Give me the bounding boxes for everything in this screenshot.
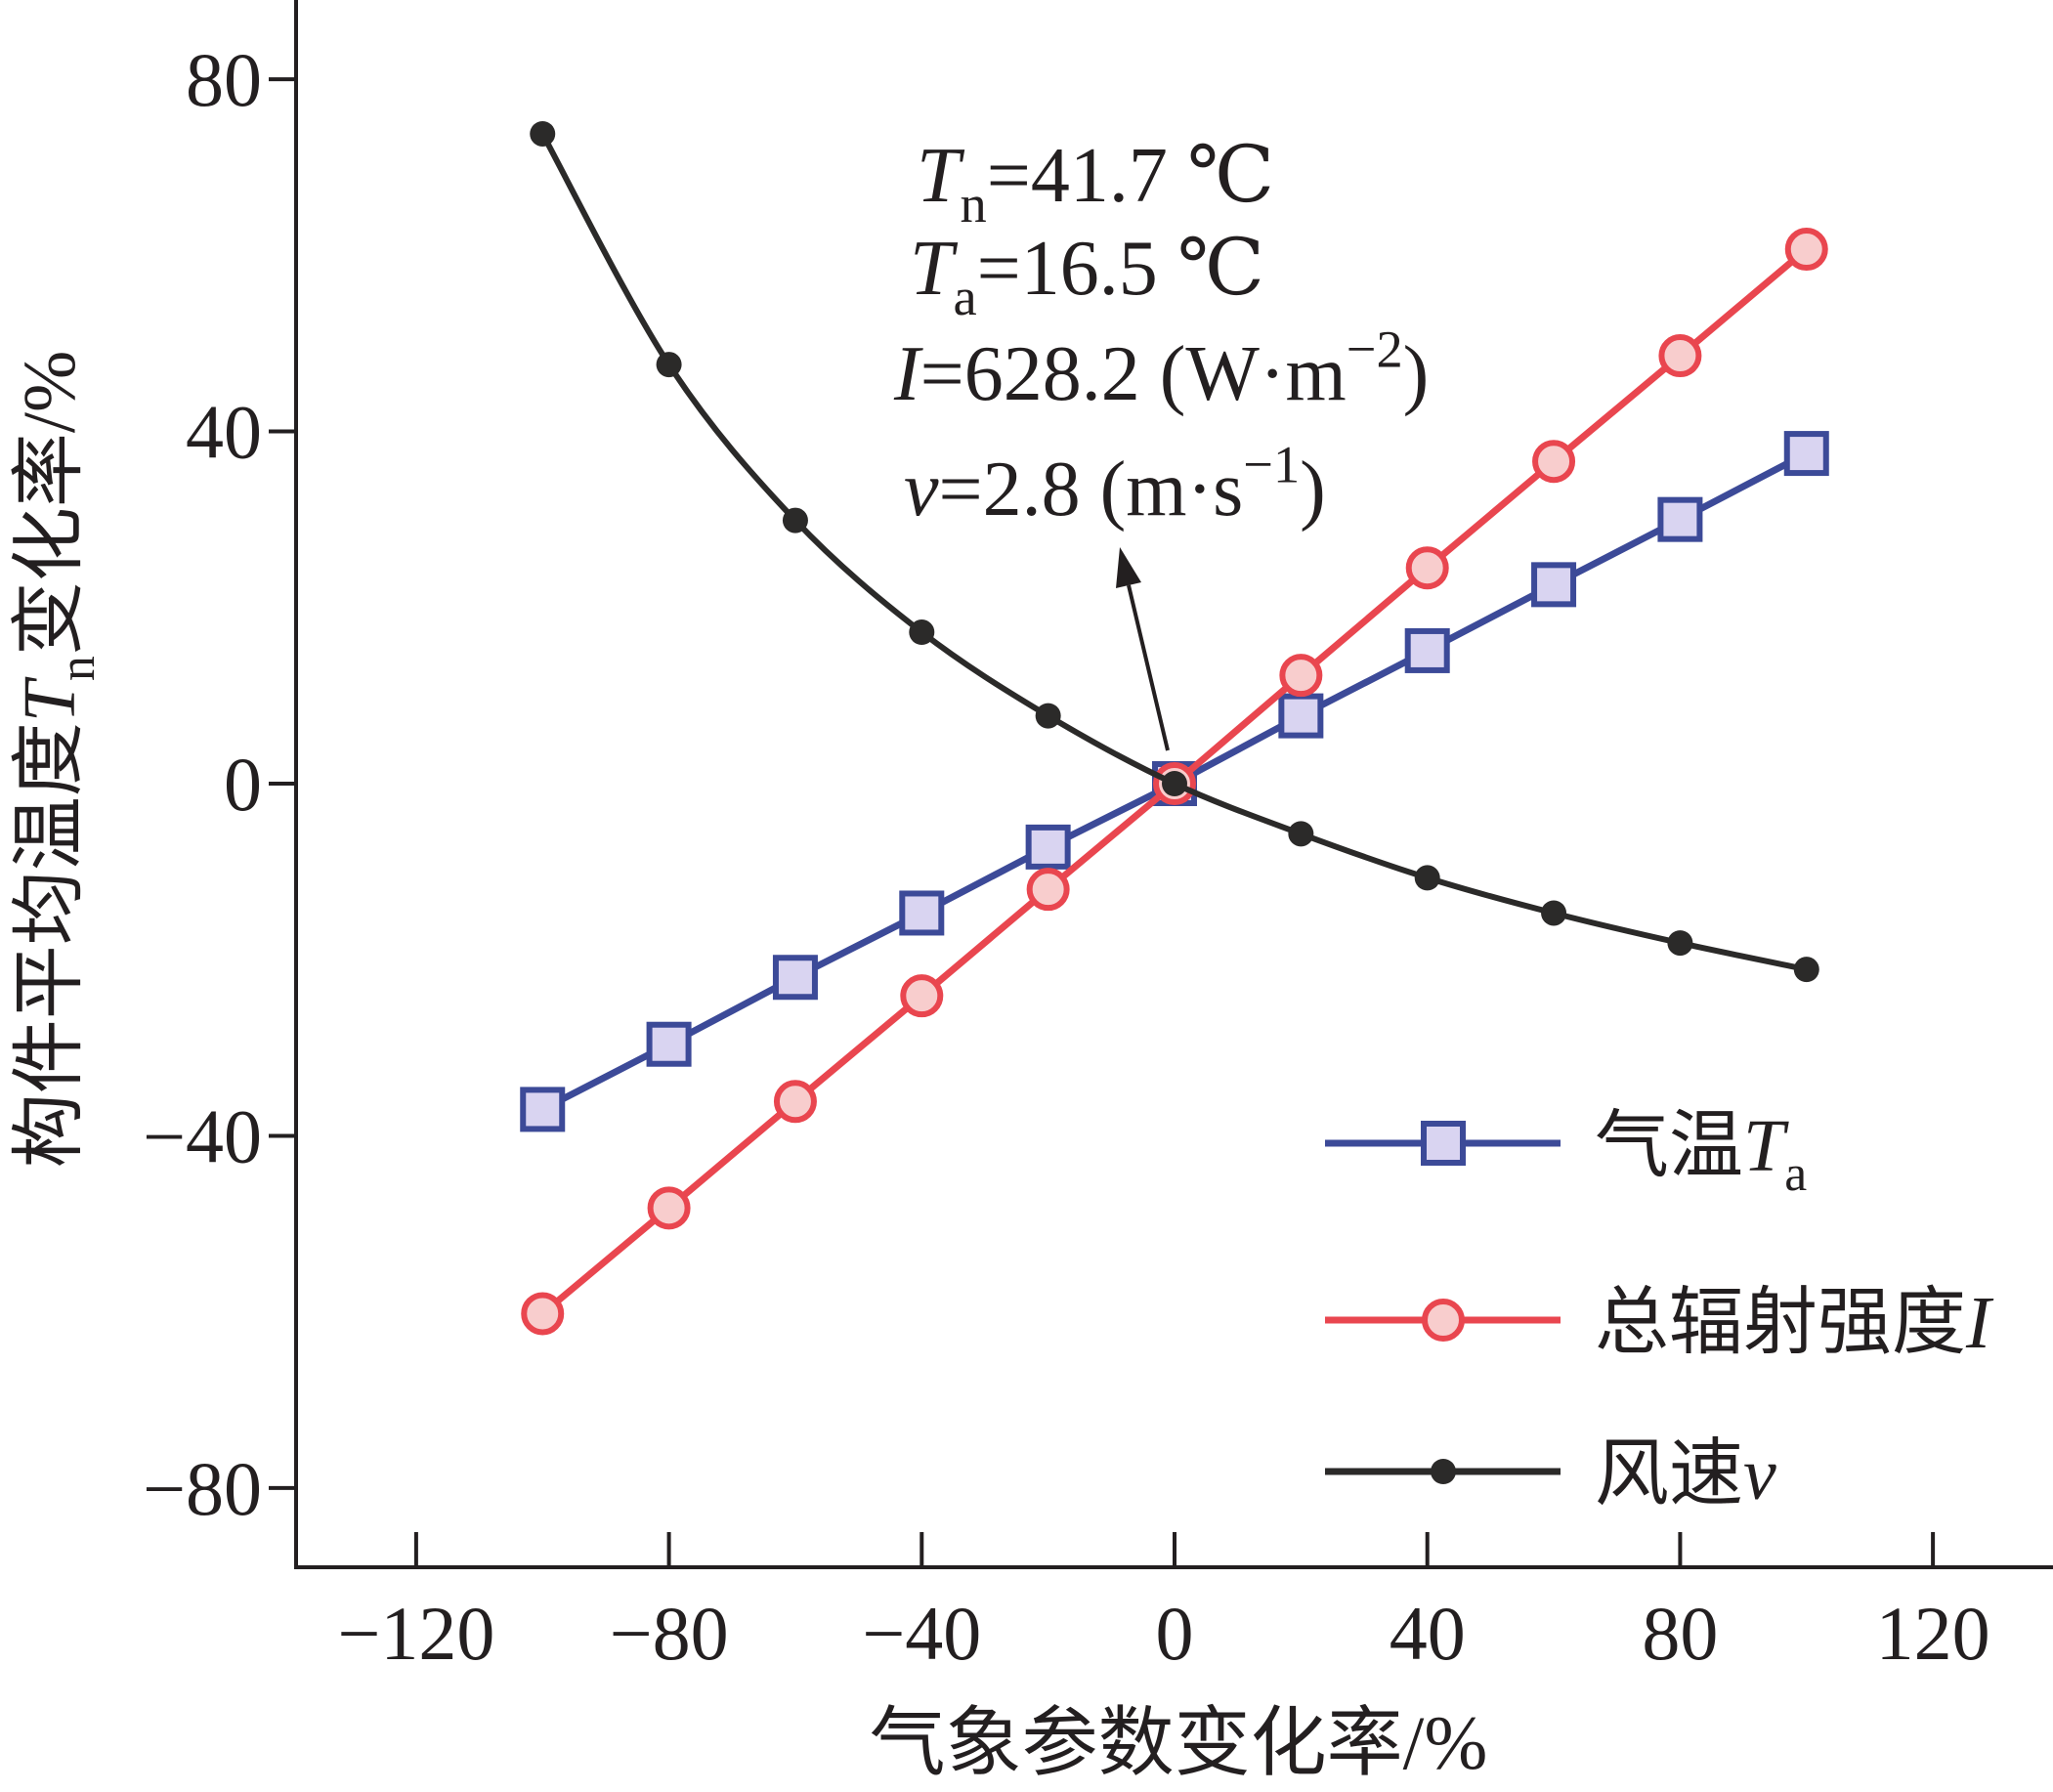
x-tick-label: 40 xyxy=(1390,1591,1466,1676)
text-run: 构件平均温度 xyxy=(9,722,91,1168)
subscript: n xyxy=(50,656,106,681)
y-axis-label: 构件平均温度Tn变化率/% xyxy=(9,351,106,1169)
text-run: ) xyxy=(1300,447,1326,533)
legend: 气温Ta 总辐射强度I 风速v xyxy=(1325,1105,1994,1515)
y-tick-label: −40 xyxy=(143,1093,262,1178)
total-radiation-marker xyxy=(900,974,944,1018)
annotation-line: v=2.8 (m·s−1) xyxy=(904,435,1326,533)
legend-item-wind-speed: 风速v xyxy=(1325,1433,1776,1515)
annotation-arrow-shaft xyxy=(1127,584,1170,751)
legend-marker xyxy=(1431,1459,1456,1484)
legend-item-total-radiation: 总辐射强度I xyxy=(1325,1282,1994,1364)
total-radiation-marker xyxy=(1279,654,1323,698)
wind-speed-marker xyxy=(1162,771,1187,796)
total-radiation-marker xyxy=(1784,228,1828,272)
variable-symbol: T xyxy=(9,676,91,722)
wind-speed-marker xyxy=(782,507,808,533)
legend-label: 气温Ta xyxy=(1595,1105,1807,1202)
total-radiation-marker xyxy=(1658,334,1702,378)
wind-speed-marker xyxy=(530,120,556,147)
text-run: 变化率/% xyxy=(9,351,91,656)
x-tick-label: −80 xyxy=(610,1591,729,1676)
wind-speed-marker xyxy=(656,352,682,378)
total-radiation-marker xyxy=(773,1080,817,1124)
annotation-line: I=628.2 (W·m−2) xyxy=(893,320,1429,417)
legend-item-air-temperature: 气温Ta xyxy=(1325,1105,1807,1202)
legend-label: 总辐射强度I xyxy=(1595,1282,1994,1364)
annotation: Tn=41.7 ℃Ta=16.5 ℃I=628.2 (W·m−2)v=2.8 (… xyxy=(893,133,1429,751)
y-tick-label: 80 xyxy=(186,37,262,122)
x-tick-label: 80 xyxy=(1642,1591,1718,1676)
series-wind-speed xyxy=(530,120,1819,983)
air-temperature-marker xyxy=(1025,824,1071,870)
legend-marker xyxy=(1421,1121,1466,1166)
variable-symbol: v xyxy=(904,447,939,533)
air-temperature-marker xyxy=(772,955,818,1001)
total-radiation-marker xyxy=(1026,868,1070,912)
x-tick-label: 0 xyxy=(1156,1591,1194,1676)
text-run: 总辐射强度 xyxy=(1595,1282,1966,1364)
wind-speed-marker xyxy=(1793,957,1819,983)
air-temperature-marker xyxy=(1278,693,1324,739)
wind-speed-line xyxy=(539,132,1808,973)
x-axis-label: 气象参数变化率/% xyxy=(870,1700,1488,1785)
variable-symbol: v xyxy=(1743,1433,1776,1515)
variable-symbol: T xyxy=(1743,1105,1789,1187)
x-tick-label: −120 xyxy=(337,1591,494,1676)
wind-speed-marker xyxy=(1541,900,1567,926)
air-temperature-marker xyxy=(1531,562,1577,608)
text-run: =628.2 (W·m xyxy=(920,331,1347,417)
y-ticks: −80 −40 0 40 80 xyxy=(143,37,296,1531)
wind-speed-marker xyxy=(909,619,935,646)
wind-speed-marker xyxy=(1667,930,1693,957)
subscript: a xyxy=(954,268,977,326)
text-run: =2.8 (m·s xyxy=(939,447,1244,533)
legend-marker xyxy=(1422,1299,1465,1342)
annotation-line: Ta=16.5 ℃ xyxy=(910,226,1264,326)
superscript: −1 xyxy=(1243,435,1300,493)
text-run: 风速 xyxy=(1595,1433,1743,1515)
plot-series xyxy=(520,120,1829,1336)
legend-label: 风速v xyxy=(1595,1433,1776,1515)
text-run: =41.7 ℃ xyxy=(987,133,1275,219)
y-tick-label: 0 xyxy=(224,742,262,827)
wind-speed-marker xyxy=(1035,703,1061,729)
total-radiation-marker xyxy=(1405,546,1449,590)
total-radiation-marker xyxy=(1532,440,1576,484)
total-radiation-marker xyxy=(647,1186,691,1230)
air-temperature-marker xyxy=(899,890,945,936)
variable-symbol: I xyxy=(893,331,923,417)
y-tick-label: 40 xyxy=(186,390,262,475)
air-temperature-marker xyxy=(1783,431,1829,477)
y-tick-label: −80 xyxy=(143,1446,262,1531)
superscript: −2 xyxy=(1347,320,1403,378)
text-run: ) xyxy=(1403,331,1430,417)
variable-symbol: T xyxy=(910,226,959,312)
subscript: a xyxy=(1784,1146,1807,1202)
wind-speed-marker xyxy=(1414,865,1440,891)
annotation-arrowhead xyxy=(1116,547,1141,588)
annotation-line: Tn=41.7 ℃ xyxy=(917,133,1274,234)
subscript: n xyxy=(961,175,987,234)
x-ticks: −120 −80 −40 0 40 80 120 xyxy=(337,1532,1990,1676)
air-temperature-marker xyxy=(646,1021,692,1067)
x-tick-label: −40 xyxy=(862,1591,981,1676)
total-radiation-marker xyxy=(521,1292,565,1336)
text-run: =16.5 ℃ xyxy=(977,226,1265,312)
variable-symbol: T xyxy=(917,133,965,219)
text-run: 气温 xyxy=(1595,1105,1743,1187)
variable-symbol: I xyxy=(1965,1282,1994,1364)
x-tick-label: 120 xyxy=(1876,1591,1990,1676)
air-temperature-marker xyxy=(1657,496,1703,542)
wind-speed-marker xyxy=(1288,821,1314,847)
air-temperature-marker xyxy=(520,1087,566,1132)
air-temperature-marker xyxy=(1404,627,1450,673)
